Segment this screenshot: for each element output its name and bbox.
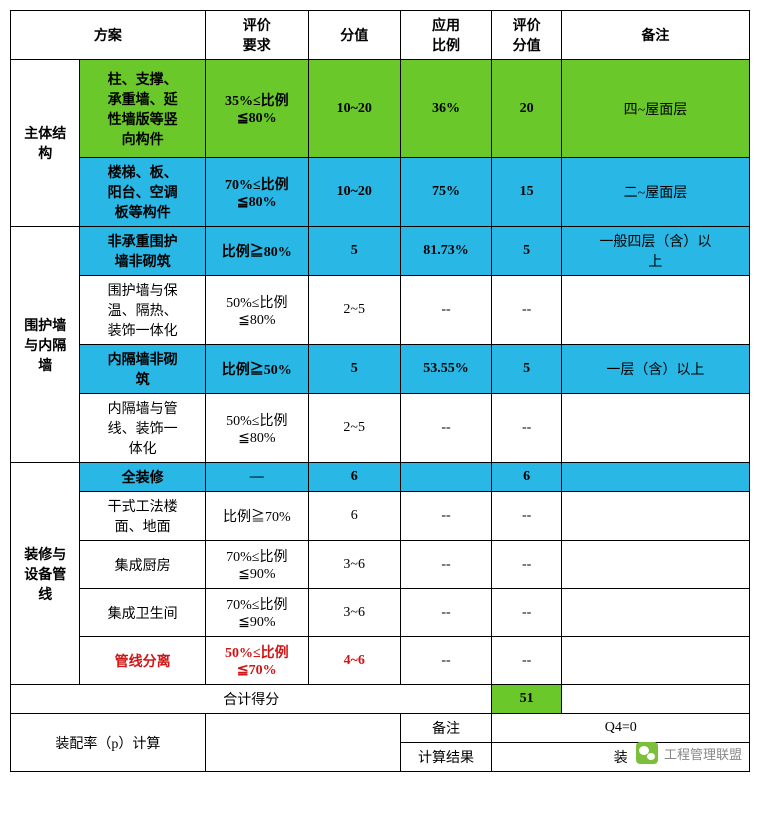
r5-eval: 5 bbox=[492, 345, 561, 394]
row-wall-3: 内隔墙非砌 筑 比例≧50% 5 53.55% 5 一层（含）以上 bbox=[11, 345, 750, 394]
hdr-req: 评价 要求 bbox=[205, 11, 308, 60]
calc-result-value: 装 bbox=[492, 743, 750, 772]
r7-item: 全装修 bbox=[80, 463, 205, 492]
hdr-ratio: 应用 比例 bbox=[400, 11, 492, 60]
r6-ratio: -- bbox=[400, 394, 492, 463]
row-wall-1: 围护墙 与内隔 墙 非承重围护 墙非砌筑 比例≧80% 5 81.73% 5 一… bbox=[11, 227, 750, 276]
r8-req: 比例≧70% bbox=[205, 492, 308, 541]
r5-ratio: 53.55% bbox=[400, 345, 492, 394]
cat-main: 主体结 构 bbox=[11, 60, 80, 227]
r10-item: 集成卫生间 bbox=[80, 589, 205, 637]
r1-ratio: 36% bbox=[400, 60, 492, 158]
r8-score: 6 bbox=[308, 492, 400, 541]
r11-eval: -- bbox=[492, 637, 561, 685]
row-calc-1: 装配率（p）计算 备注 Q4=0 bbox=[11, 714, 750, 743]
r7-ratio bbox=[400, 463, 492, 492]
r9-ratio: -- bbox=[400, 541, 492, 589]
r4-eval: -- bbox=[492, 276, 561, 345]
total-label: 合计得分 bbox=[11, 685, 492, 714]
r2-eval: 15 bbox=[492, 158, 561, 227]
r1-req: 35%≤比例 ≦80% bbox=[205, 60, 308, 158]
r7-score: 6 bbox=[308, 463, 400, 492]
r2-notes: 二~屋面层 bbox=[561, 158, 749, 227]
r2-item: 楼梯、板、 阳台、空调 板等构件 bbox=[80, 158, 205, 227]
r7-req: — bbox=[205, 463, 308, 492]
r4-req: 50%≤比例 ≦80% bbox=[205, 276, 308, 345]
r6-eval: -- bbox=[492, 394, 561, 463]
row-wall-4: 内隔墙与管 线、装饰一 体化 50%≤比例 ≦80% 2~5 -- -- bbox=[11, 394, 750, 463]
row-deco-2: 干式工法楼 面、地面 比例≧70% 6 -- -- bbox=[11, 492, 750, 541]
r1-item: 柱、支撑、 承重墙、延 性墙版等竖 向构件 bbox=[80, 60, 205, 158]
r6-notes bbox=[561, 394, 749, 463]
total-value: 51 bbox=[492, 685, 561, 714]
r5-req: 比例≧50% bbox=[205, 345, 308, 394]
calc-notes-value: Q4=0 bbox=[492, 714, 750, 743]
evaluation-table: 方案 评价 要求 分值 应用 比例 评价 分值 备注 主体结 构 柱、支撑、 承… bbox=[10, 10, 750, 772]
r11-notes bbox=[561, 637, 749, 685]
header-row: 方案 评价 要求 分值 应用 比例 评价 分值 备注 bbox=[11, 11, 750, 60]
r2-ratio: 75% bbox=[400, 158, 492, 227]
r1-score: 10~20 bbox=[308, 60, 400, 158]
r3-notes: 一般四层（含）以 上 bbox=[561, 227, 749, 276]
r3-eval: 5 bbox=[492, 227, 561, 276]
r1-eval: 20 bbox=[492, 60, 561, 158]
row-deco-4: 集成卫生间 70%≤比例 ≦90% 3~6 -- -- bbox=[11, 589, 750, 637]
calc-blank bbox=[205, 714, 400, 772]
row-deco-1: 装修与 设备管 线 全装修 — 6 6 bbox=[11, 463, 750, 492]
r7-eval: 6 bbox=[492, 463, 561, 492]
row-main-1: 主体结 构 柱、支撑、 承重墙、延 性墙版等竖 向构件 35%≤比例 ≦80% … bbox=[11, 60, 750, 158]
calc-result-label: 计算结果 bbox=[400, 743, 492, 772]
calc-notes-label: 备注 bbox=[400, 714, 492, 743]
r11-score: 4~6 bbox=[308, 637, 400, 685]
r5-notes: 一层（含）以上 bbox=[561, 345, 749, 394]
row-wall-2: 围护墙与保 温、隔热、 装饰一体化 50%≤比例 ≦80% 2~5 -- -- bbox=[11, 276, 750, 345]
cat-wall: 围护墙 与内隔 墙 bbox=[11, 227, 80, 463]
r6-item: 内隔墙与管 线、装饰一 体化 bbox=[80, 394, 205, 463]
r3-req: 比例≧80% bbox=[205, 227, 308, 276]
row-deco-5: 管线分离 50%≤比例 ≦70% 4~6 -- -- bbox=[11, 637, 750, 685]
r8-eval: -- bbox=[492, 492, 561, 541]
r9-score: 3~6 bbox=[308, 541, 400, 589]
r2-score: 10~20 bbox=[308, 158, 400, 227]
hdr-eval: 评价 分值 bbox=[492, 11, 561, 60]
r10-score: 3~6 bbox=[308, 589, 400, 637]
r9-notes bbox=[561, 541, 749, 589]
r10-ratio: -- bbox=[400, 589, 492, 637]
r6-score: 2~5 bbox=[308, 394, 400, 463]
r8-ratio: -- bbox=[400, 492, 492, 541]
r3-item: 非承重围护 墙非砌筑 bbox=[80, 227, 205, 276]
r8-item: 干式工法楼 面、地面 bbox=[80, 492, 205, 541]
r11-req: 50%≤比例 ≦70% bbox=[205, 637, 308, 685]
r3-ratio: 81.73% bbox=[400, 227, 492, 276]
r3-score: 5 bbox=[308, 227, 400, 276]
calc-label: 装配率（p）计算 bbox=[11, 714, 206, 772]
total-notes bbox=[561, 685, 749, 714]
r7-notes bbox=[561, 463, 749, 492]
r8-notes bbox=[561, 492, 749, 541]
r9-item: 集成厨房 bbox=[80, 541, 205, 589]
r9-eval: -- bbox=[492, 541, 561, 589]
r10-eval: -- bbox=[492, 589, 561, 637]
r6-req: 50%≤比例 ≦80% bbox=[205, 394, 308, 463]
r9-req: 70%≤比例 ≦90% bbox=[205, 541, 308, 589]
r4-item: 围护墙与保 温、隔热、 装饰一体化 bbox=[80, 276, 205, 345]
r5-score: 5 bbox=[308, 345, 400, 394]
r4-score: 2~5 bbox=[308, 276, 400, 345]
row-total: 合计得分 51 bbox=[11, 685, 750, 714]
r2-req: 70%≤比例 ≦80% bbox=[205, 158, 308, 227]
hdr-score: 分值 bbox=[308, 11, 400, 60]
r11-item: 管线分离 bbox=[80, 637, 205, 685]
r10-notes bbox=[561, 589, 749, 637]
r5-item: 内隔墙非砌 筑 bbox=[80, 345, 205, 394]
row-main-2: 楼梯、板、 阳台、空调 板等构件 70%≤比例 ≦80% 10~20 75% 1… bbox=[11, 158, 750, 227]
r1-notes: 四~屋面层 bbox=[561, 60, 749, 158]
hdr-notes: 备注 bbox=[561, 11, 749, 60]
cat-deco: 装修与 设备管 线 bbox=[11, 463, 80, 685]
r10-req: 70%≤比例 ≦90% bbox=[205, 589, 308, 637]
r4-notes bbox=[561, 276, 749, 345]
r4-ratio: -- bbox=[400, 276, 492, 345]
hdr-plan: 方案 bbox=[11, 11, 206, 60]
r11-ratio: -- bbox=[400, 637, 492, 685]
row-deco-3: 集成厨房 70%≤比例 ≦90% 3~6 -- -- bbox=[11, 541, 750, 589]
